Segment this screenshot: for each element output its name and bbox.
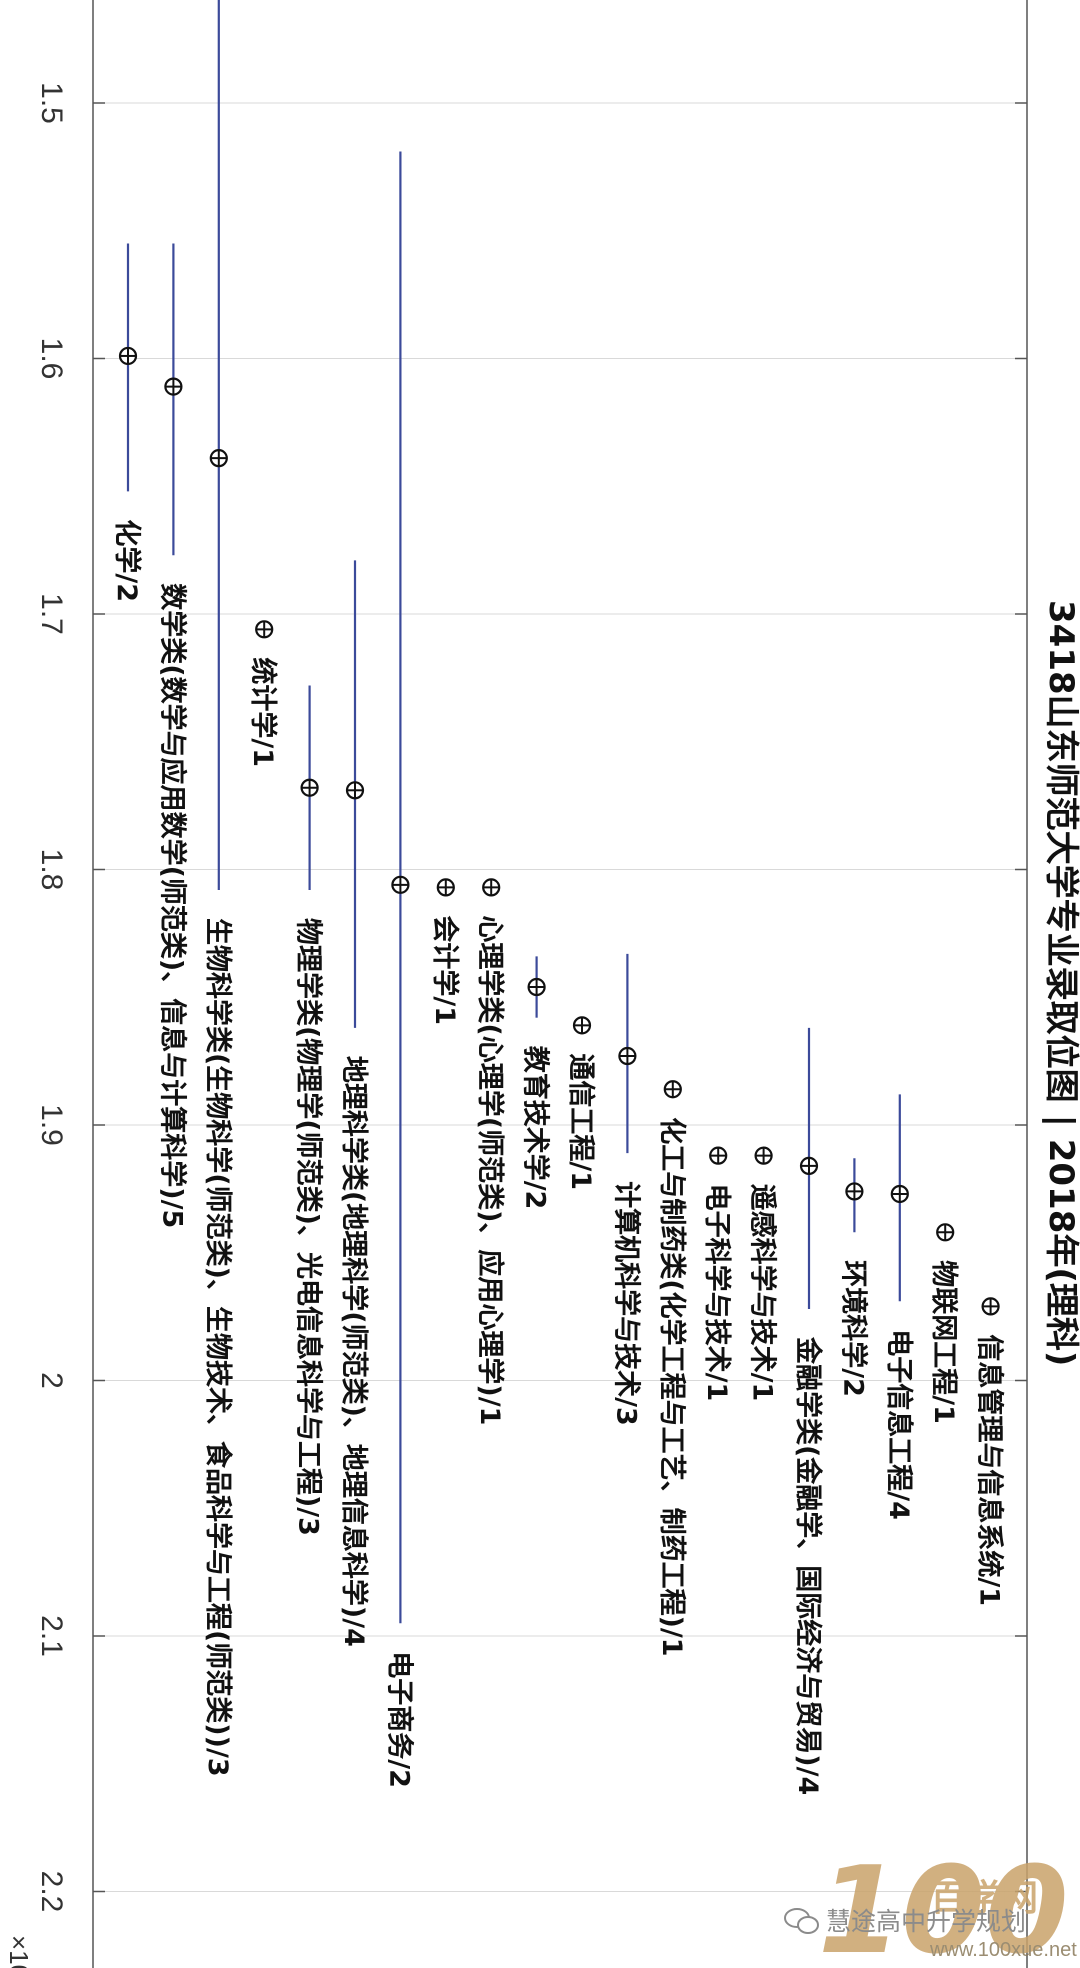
- category-label: 心理学类(心理学(师范类)、应用心理学)/1: [474, 915, 506, 1425]
- data-point: [572, 1016, 592, 1035]
- data-point: [482, 878, 501, 897]
- watermark-wechat-text: 慧途高中升学规划: [826, 1907, 1026, 1936]
- wechat-icon: [784, 1908, 819, 1934]
- data-point: [754, 1146, 773, 1165]
- category-label: 地理科学类(地理科学(师范类)、地理信息科学)/4: [338, 1056, 370, 1647]
- grid-lines: [93, 102, 1027, 1892]
- category-label: 数学类(数学与应用数学(师范类)、信息与计算科学)/5: [156, 583, 188, 1228]
- category-label: 教育技术学/2: [520, 1046, 552, 1210]
- plot-area: 1.5 1.6 1.7 1.8 1.9 2 2.1 2.2 化学/2 数学类(数学与应用数学(师…: [35, 0, 1028, 1968]
- y-axis-ticks: 1.5 1.6 1.7 1.8 1.9 2 2.1 2.2: [35, 82, 1027, 1912]
- data-point: [255, 620, 274, 639]
- data-point: [436, 878, 455, 897]
- category-label: 环境科学/2: [837, 1260, 869, 1397]
- data-point: [209, 449, 228, 468]
- category-label: 会计学/1: [429, 915, 461, 1025]
- data-point: [164, 377, 183, 396]
- data-point: [663, 1080, 682, 1099]
- category-label: 金融学类(金融学、国际经济与贸易)/4: [792, 1336, 824, 1795]
- y-tick-label: 1.5: [35, 82, 68, 124]
- data-point: [300, 778, 319, 797]
- data-point: [845, 1182, 864, 1201]
- axis-multiplier: ×10⁴: [4, 1935, 34, 1968]
- data-point: [118, 346, 138, 366]
- category-label: 电子信息工程/4: [883, 1329, 915, 1520]
- data-point: [936, 1223, 955, 1242]
- category-labels: 化学/2 数学类(数学与应用数学(师范类)、信息与计算科学)/5 生物科学类(生物科…: [111, 519, 1006, 1795]
- data-point: [709, 1146, 728, 1165]
- data-marks: [118, 0, 1000, 1624]
- watermark-brand-number: 100: [818, 1842, 1069, 1968]
- y-tick-label: 1.6: [35, 338, 68, 380]
- data-point: [345, 781, 365, 800]
- category-label: 化工与制药类(化学工程与工艺、制药工程)/1: [656, 1117, 688, 1656]
- data-point: [391, 875, 410, 894]
- data-point: [890, 1184, 909, 1204]
- category-label: 统计学/1: [247, 657, 279, 767]
- category-label: 化学/2: [111, 519, 143, 602]
- y-tick-label: 2: [35, 1372, 68, 1389]
- chart-title: 3418山东师范大学专业录取位图 | 2018年(理科): [1041, 600, 1080, 1366]
- category-label: 遥感科学与技术/1: [747, 1184, 779, 1402]
- category-label: 信息管理与信息系统/1: [974, 1334, 1006, 1606]
- y-tick-label: 2.1: [35, 1615, 68, 1657]
- data-point: [799, 1156, 819, 1175]
- y-tick-label: 1.9: [35, 1104, 68, 1146]
- category-label: 物联网工程/1: [928, 1260, 959, 1424]
- watermark-brand-text: 百学网: [930, 1877, 1038, 1919]
- category-label: 电子科学与技术/1: [701, 1184, 733, 1402]
- category-label: 物理学类(物理学(师范类)、光电信息科学与工程)/3: [293, 918, 325, 1536]
- y-tick-label: 2.2: [35, 1871, 68, 1913]
- watermark-url: www.100xue.net: [929, 1939, 1077, 1961]
- category-label: 计算机科学与技术/3: [610, 1181, 642, 1426]
- y-tick-label: 1.7: [35, 593, 68, 635]
- category-label: 通信工程/1: [565, 1053, 596, 1190]
- category-label: 电子商务/2: [383, 1651, 414, 1788]
- data-point: [527, 977, 546, 997]
- y-tick-label: 1.8: [35, 849, 68, 891]
- watermark: 100 百学网 慧途高中升学规划 www.100xue.net: [784, 1842, 1077, 1968]
- data-point: [618, 1046, 637, 1066]
- data-point: [981, 1297, 1000, 1316]
- category-label: 生物科学类(生物科学(师范类)、生物技术、食品科学与工程(师范类))/3: [202, 918, 234, 1777]
